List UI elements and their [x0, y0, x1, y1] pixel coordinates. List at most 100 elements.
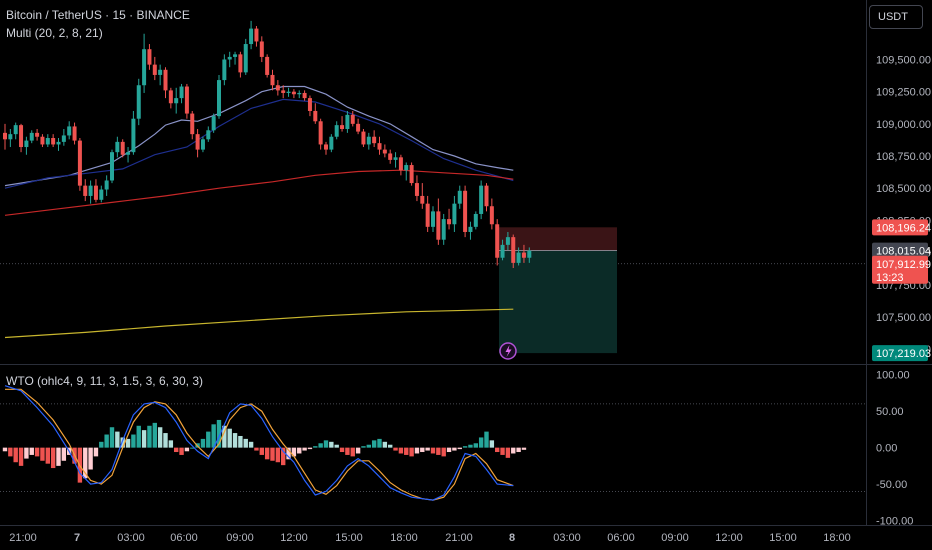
time-tick-label: 18:00 [823, 532, 851, 544]
candle [297, 90, 302, 99]
candle [61, 129, 66, 146]
price-label-text: 107,912.99 [876, 259, 931, 271]
candle [388, 149, 393, 164]
candle [414, 175, 419, 202]
histogram-bar [243, 438, 248, 448]
histogram-bar [115, 431, 120, 448]
candle [249, 20, 254, 50]
candle [152, 56, 157, 81]
oscillator-pane [2, 385, 527, 501]
histogram-bar [211, 424, 216, 448]
candle [51, 134, 56, 148]
candle [24, 136, 29, 155]
candle [190, 110, 195, 140]
oscillator-tick-label: 50.00 [876, 406, 904, 418]
histogram-bar [516, 447, 521, 453]
histogram-bar [168, 440, 174, 448]
candle [484, 183, 489, 212]
currency-button[interactable]: USDT [869, 5, 923, 29]
histogram-bar [398, 447, 404, 454]
histogram-bar [441, 447, 446, 457]
candle [489, 198, 494, 230]
candle [291, 89, 296, 99]
candle [511, 234, 516, 269]
candle [259, 36, 264, 63]
histogram-bar [125, 438, 131, 448]
histogram-bar [147, 425, 152, 448]
candle [233, 51, 238, 65]
candle [516, 247, 521, 266]
time-tick-label: 03:00 [117, 532, 145, 544]
histogram-bar [355, 447, 361, 454]
histogram-bar [377, 438, 382, 448]
candle [163, 67, 168, 99]
candle [83, 179, 88, 202]
moving-averages [4, 85, 514, 339]
time-tick-label: 12:00 [715, 532, 743, 544]
histogram-bar [131, 434, 136, 448]
candle [13, 122, 18, 140]
histogram-bar [511, 447, 516, 454]
histogram-bar [457, 447, 462, 450]
candle [495, 219, 500, 266]
candle [473, 211, 478, 230]
price-axis[interactable]: 109,500.00 109,250.00 109,000.00 108,750.00… [872, 54, 931, 528]
position-tool[interactable] [499, 227, 617, 360]
histogram-bar [152, 422, 157, 448]
histogram-bar [307, 447, 313, 450]
candle [340, 116, 345, 132]
candle [436, 198, 441, 245]
time-tick-label: 06:00 [170, 532, 198, 544]
time-tick-label: 06:00 [607, 532, 635, 544]
histogram-bar [93, 447, 99, 457]
candle [40, 134, 45, 148]
candle [115, 136, 120, 158]
take-profit-zone [499, 250, 617, 354]
histogram-bar [366, 444, 371, 448]
candle-countdown: 13:23 [876, 272, 904, 284]
moving-average-line-3 [4, 169, 514, 216]
wt1-line [4, 385, 514, 501]
candle [168, 87, 173, 109]
histogram-bar [489, 440, 495, 448]
time-tick-label: 09:00 [661, 532, 689, 544]
candle [93, 179, 98, 203]
histogram-bar [329, 441, 334, 448]
histogram-bar [99, 441, 104, 448]
oscillator-tick-label: -50.00 [876, 479, 907, 491]
candle [265, 54, 270, 78]
histogram-bar [163, 433, 168, 448]
candle [313, 103, 318, 124]
histogram-bar [297, 447, 302, 454]
symbol-title[interactable]: Bitcoin / TetherUS · 15 · BINANCE [6, 8, 190, 22]
candle [324, 141, 328, 155]
oscillator-legend[interactable]: WTO (ohlc4, 9, 11, 3, 1.5, 3, 6, 30, 3) [6, 374, 203, 388]
candle [521, 244, 526, 263]
histogram-bar [40, 447, 45, 461]
histogram-bar [371, 440, 377, 448]
candle [447, 208, 452, 230]
candle [307, 95, 312, 117]
candle [463, 185, 468, 238]
candle [3, 123, 7, 150]
time-axis[interactable]: 21:00 7 03:00 06:00 09:00 12:00 15:00 18:00 21:0… [9, 532, 851, 544]
candle [88, 180, 93, 204]
candle [281, 85, 286, 99]
indicator-legend[interactable]: Multi (20, 2, 8, 21) [6, 26, 103, 40]
histogram-bar [323, 440, 329, 448]
histogram-bar [206, 431, 211, 448]
histogram-bar [446, 447, 452, 453]
candle [35, 129, 40, 141]
histogram-bar [254, 447, 259, 451]
histogram-bar [136, 425, 141, 448]
candle [67, 121, 72, 140]
candle [217, 74, 221, 119]
histogram-bar [8, 447, 13, 457]
candle [179, 83, 184, 104]
histogram-bar [157, 427, 163, 448]
price-tick-label: 109,250.00 [876, 87, 931, 99]
wt2-line [5, 388, 514, 501]
candle [431, 206, 435, 232]
